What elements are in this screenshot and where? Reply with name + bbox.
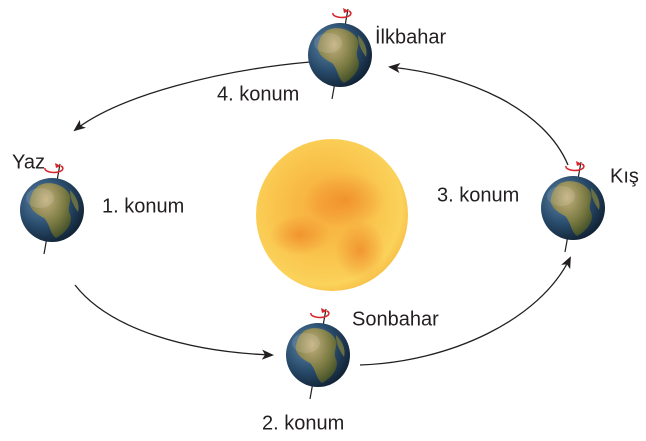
position-label: 3. konum — [437, 184, 519, 206]
earth — [308, 8, 372, 99]
season-label: Yaz — [12, 151, 45, 173]
season-label: Sonbahar — [352, 308, 439, 330]
orbit-arrow — [390, 67, 568, 165]
sun — [256, 139, 408, 291]
position-label: 1. konum — [102, 195, 184, 217]
orbit-arrow — [75, 285, 272, 355]
diagram: Yaz 1. konum Sonbahar 2. konum Kış 3. ko… — [0, 0, 646, 441]
earth — [541, 161, 605, 252]
position-label: 4. konum — [217, 83, 299, 105]
season-label: İlkbahar — [375, 25, 446, 48]
position-label: 2. konum — [262, 412, 344, 434]
earth — [286, 308, 350, 399]
season-label: Kış — [610, 165, 639, 187]
earth — [20, 163, 84, 254]
